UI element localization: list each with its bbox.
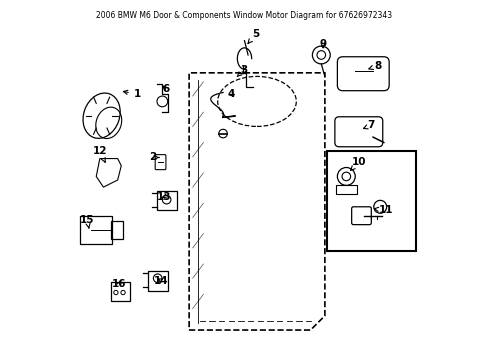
Text: 6: 6: [162, 84, 169, 94]
Text: 9: 9: [319, 39, 326, 49]
Text: 15: 15: [80, 215, 94, 228]
Bar: [80, 216, 112, 244]
Text: 10: 10: [350, 157, 366, 170]
Bar: [110, 282, 130, 301]
Text: 16: 16: [112, 279, 126, 289]
Text: 2: 2: [148, 153, 159, 162]
Text: 5: 5: [247, 28, 260, 44]
Text: 4: 4: [227, 89, 234, 99]
Bar: [148, 271, 167, 291]
Text: 13: 13: [157, 192, 171, 202]
Text: 12: 12: [92, 147, 107, 162]
Bar: [157, 191, 176, 210]
Bar: [326, 152, 415, 251]
Text: 3: 3: [237, 65, 247, 77]
Bar: [110, 221, 123, 239]
Text: 14: 14: [154, 276, 168, 286]
Text: 8: 8: [368, 61, 381, 71]
Bar: [335, 185, 356, 194]
Text: 1: 1: [123, 89, 141, 99]
Text: 2006 BMW M6 Door & Components Window Motor Diagram for 67626972343: 2006 BMW M6 Door & Components Window Mot…: [96, 11, 392, 20]
Text: 7: 7: [363, 120, 374, 130]
Text: 11: 11: [374, 205, 392, 215]
